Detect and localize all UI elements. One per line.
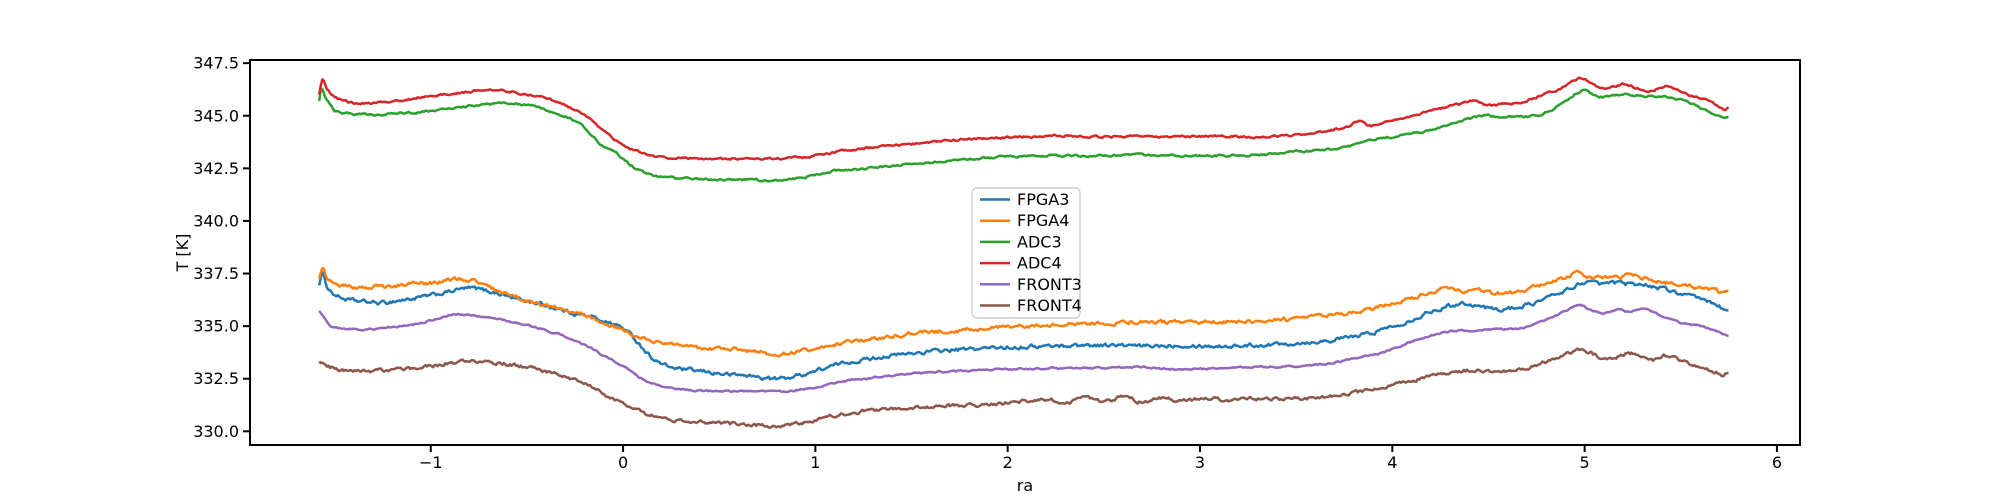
plot-line-ADC4 — [317, 76, 1730, 161]
plot-line-FRONT4 — [318, 347, 1729, 430]
y-tick-label: 330.0 — [193, 422, 239, 441]
x-tick-label: 0 — [618, 453, 628, 472]
x-tick-label: 3 — [1195, 453, 1205, 472]
y-tick-label: 342.5 — [193, 159, 239, 178]
x-tick-label: 5 — [1580, 453, 1590, 472]
x-tick-label: 4 — [1387, 453, 1397, 472]
y-tick-label: 345.0 — [193, 106, 239, 125]
x-axis-label: ra — [1017, 476, 1033, 495]
legend-label-FPGA3: FPGA3 — [1017, 190, 1069, 209]
legend-label-ADC3: ADC3 — [1017, 232, 1062, 251]
y-tick-label: 335.0 — [193, 317, 239, 336]
x-tick-label: 6 — [1772, 453, 1782, 472]
x-tick-label: 1 — [810, 453, 820, 472]
axes-spines — [249, 59, 1801, 446]
legend-label-ADC4: ADC4 — [1017, 254, 1062, 273]
legend-label-FRONT3: FRONT3 — [1017, 275, 1082, 294]
plot-line-FPGA4 — [317, 266, 1729, 358]
y-tick-label: 340.0 — [193, 211, 239, 230]
plot-line-FPGA3 — [317, 271, 1729, 382]
y-tick-label: 337.5 — [193, 264, 239, 283]
y-tick-label: 347.5 — [193, 54, 239, 73]
y-tick-label: 332.5 — [193, 369, 239, 388]
plot-line-ADC3 — [317, 87, 1729, 183]
x-tick-label: −1 — [419, 453, 443, 472]
y-axis-label: T [K] — [173, 234, 192, 273]
x-tick-label: 2 — [1003, 453, 1013, 472]
legend-label-FRONT4: FRONT4 — [1017, 296, 1082, 315]
plot-line-FRONT3 — [318, 303, 1729, 394]
legend-label-FPGA4: FPGA4 — [1017, 211, 1069, 230]
